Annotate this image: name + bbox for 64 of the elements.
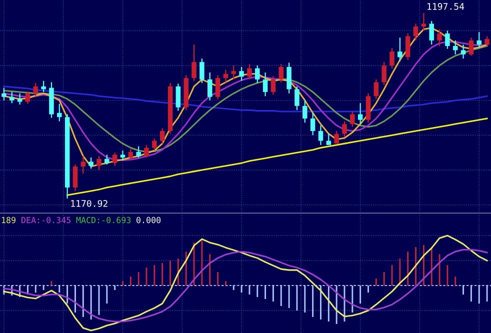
candlestick <box>2 87 6 101</box>
candlestick <box>452 40 458 55</box>
candlestick <box>350 110 355 128</box>
candlestick <box>262 72 268 97</box>
candlestick <box>231 64 236 80</box>
text: DEA:-0.345 <box>22 216 70 224</box>
candlestick <box>57 103 62 122</box>
text: 189 <box>2 216 16 224</box>
candlestick <box>366 92 371 124</box>
candlestick <box>192 44 196 82</box>
candlestick <box>334 130 339 144</box>
candlestick <box>176 83 181 112</box>
candlestick <box>136 146 141 158</box>
candlestick <box>342 120 347 138</box>
candlestick <box>278 64 284 83</box>
candlestick <box>104 154 110 166</box>
candlestick <box>112 152 118 166</box>
candlestick <box>10 91 14 104</box>
candlestick <box>445 30 450 50</box>
text: MACD:-0.693 <box>76 216 131 224</box>
candlestick <box>25 90 30 104</box>
candlestick <box>302 100 308 124</box>
candlestick <box>88 156 94 170</box>
candlestick <box>128 148 134 160</box>
candlestick <box>41 80 46 93</box>
candlestick <box>270 75 276 96</box>
candlestick <box>223 69 228 83</box>
candlestick <box>17 92 22 106</box>
candlestick <box>80 156 86 174</box>
candlestick <box>429 20 434 46</box>
candlestick <box>255 64 260 84</box>
candlestick <box>358 102 363 125</box>
candlestick <box>239 66 244 82</box>
candlestick <box>33 82 38 97</box>
candlestick <box>374 78 379 100</box>
candlestick <box>294 86 300 111</box>
candlestick <box>476 32 482 48</box>
candlestick <box>200 58 204 84</box>
candlestick <box>437 28 442 47</box>
candlestick <box>390 48 394 69</box>
candlestick <box>413 23 418 41</box>
candlestick <box>207 72 212 101</box>
candlestick <box>460 44 466 60</box>
candlestick <box>421 12 426 32</box>
candlestick <box>405 32 410 61</box>
candlestick <box>120 150 126 161</box>
candlestick <box>72 164 78 192</box>
candlestick <box>96 156 102 171</box>
candlestick <box>215 74 220 100</box>
candlestick <box>286 62 292 94</box>
candlestick <box>144 144 149 158</box>
candlestick <box>152 138 157 152</box>
candlestick <box>382 61 386 86</box>
candlestick <box>468 37 474 56</box>
candlestick <box>310 112 316 136</box>
candlestick <box>484 36 490 47</box>
candlestick <box>247 64 252 80</box>
candlestick <box>318 124 324 146</box>
text: 1170.92 <box>71 200 108 207</box>
text: 1197.54 <box>428 3 464 10</box>
candlestick <box>326 133 332 146</box>
candlestick <box>160 128 165 144</box>
text: 0.000 <box>136 216 161 224</box>
candlestick <box>398 37 402 62</box>
